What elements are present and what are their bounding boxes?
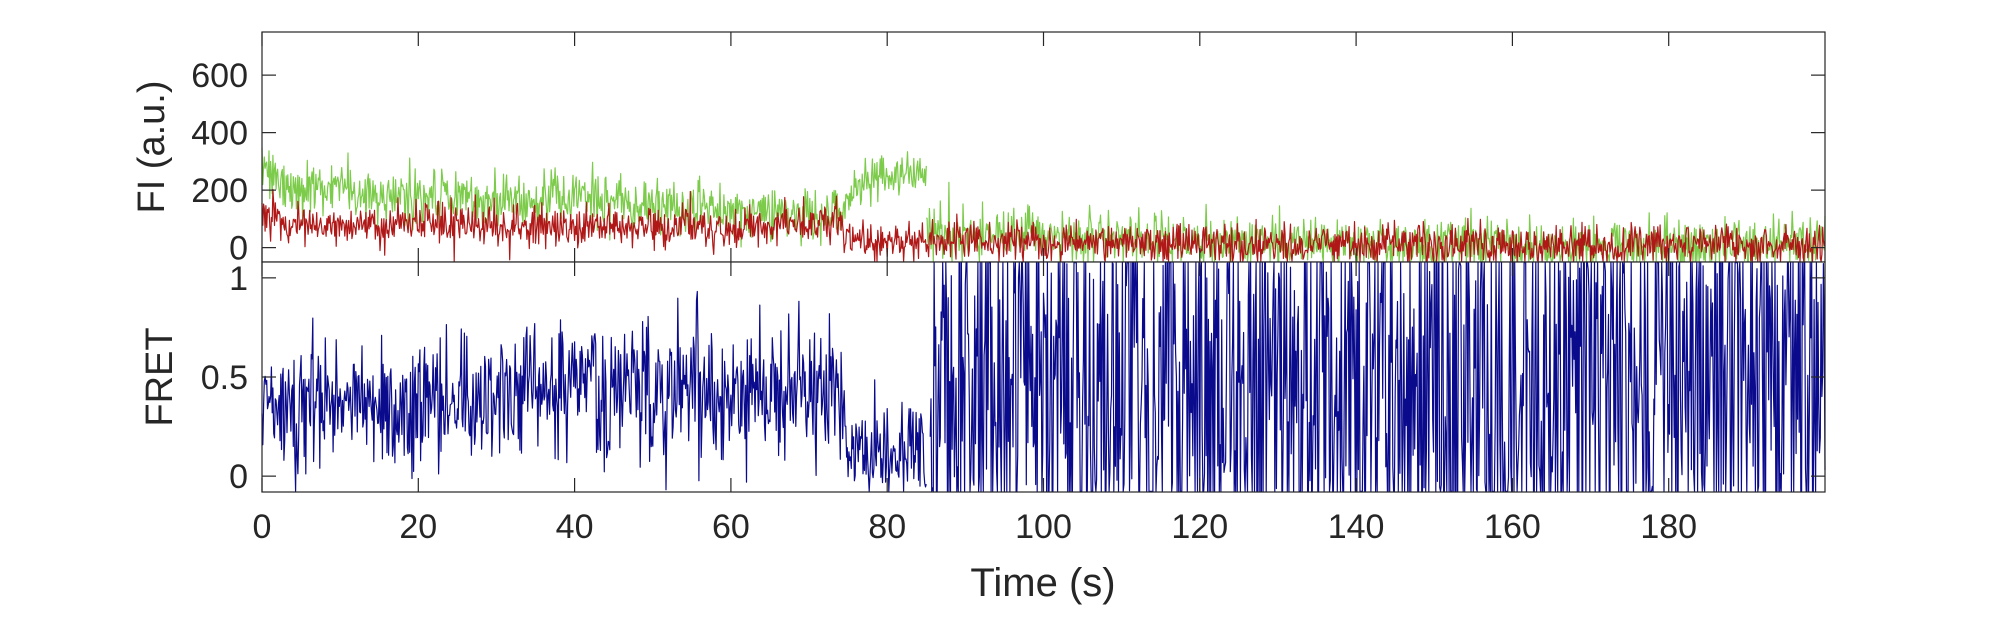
fret-y-axis-label: FRET (139, 327, 181, 426)
x-tick-label: 80 (868, 508, 906, 546)
x-axis-label: Time (s) (970, 561, 1115, 605)
x-tick-label: 40 (556, 508, 594, 546)
fluorescence-y-axis-label: FI (a.u.) (131, 80, 173, 213)
fluorescence-traces (261, 147, 1826, 262)
fret-trace-1 (261, 262, 1826, 492)
x-tick-label: 140 (1328, 508, 1385, 546)
fluorescence-trace-1 (261, 147, 1826, 262)
x-tick-label: 120 (1171, 508, 1228, 546)
y-tick-label: 1 (229, 260, 248, 298)
x-tick-label: 0 (253, 508, 272, 546)
y-tick-label: 400 (191, 115, 248, 153)
x-tick-label: 160 (1484, 508, 1541, 546)
fluorescence-panel: 0 200 400 600 FI (a.u.) (131, 31, 1826, 268)
fluorescence-x-ticks (261, 32, 1670, 262)
y-tick-label: 600 (191, 57, 248, 95)
x-tick-label: 60 (712, 508, 750, 546)
y-tick-label: 0 (229, 230, 248, 268)
y-tick-label: 0.5 (201, 359, 248, 397)
y-tick-label: 200 (191, 172, 248, 210)
fret-panel: 00.51 0 20 40 60 80 100 120 140 160 180 FRET Time… (139, 260, 1826, 605)
fluorescence-trace-2 (261, 188, 1826, 262)
x-tick-label: 180 (1640, 508, 1697, 546)
fret-traces (261, 262, 1826, 492)
x-tick-label: 100 (1015, 508, 1072, 546)
fret-y-ticks: 00.51 (201, 260, 1825, 496)
x-tick-label: 20 (399, 508, 437, 546)
fluorescence-y-ticks: 0 200 400 600 (191, 57, 1825, 268)
fret-x-ticks: 0 20 40 60 80 100 120 140 160 180 (253, 262, 1697, 546)
y-tick-label: 0 (229, 458, 248, 496)
